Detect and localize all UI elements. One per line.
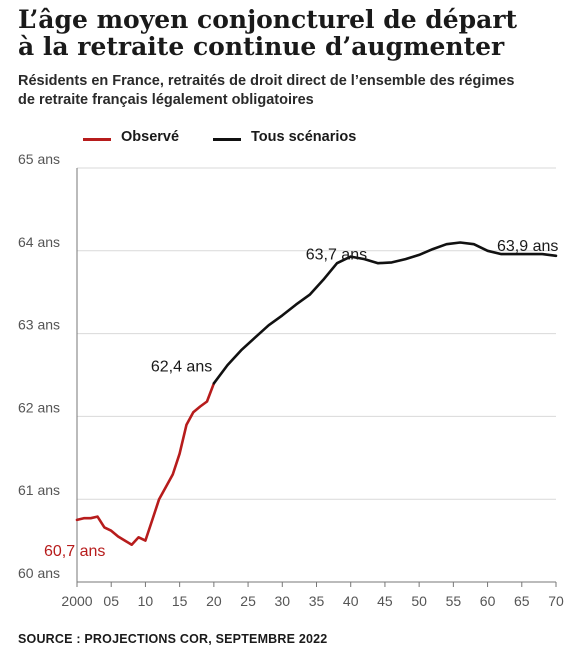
x-tick-label: 20	[206, 593, 222, 609]
x-tick-label: 35	[309, 593, 325, 609]
annotations: 60,7 ans 62,4 ans 63,7 ans 63,9 ans	[44, 238, 558, 560]
y-tick-label: 65 ans	[18, 151, 60, 167]
series-line-tous-scenarios	[212, 241, 558, 385]
y-tick-label: 62 ans	[18, 399, 60, 415]
y-tick-label: 60 ans	[18, 565, 60, 581]
x-tick-label: 55	[446, 593, 462, 609]
x-tick-label: 40	[343, 593, 359, 609]
axes	[76, 168, 556, 583]
x-tick-label: 65	[514, 593, 530, 609]
x-axis-ticks: 2000 05 10 15 20 25 30 35 40 45 50 55 60 65 70	[61, 582, 564, 609]
title-line-1: L’âge moyen conjoncturel de départ	[18, 5, 518, 34]
legend-label-observe: Observé	[121, 129, 180, 145]
annotation-label: 62,4 ans	[151, 358, 212, 375]
x-tick-label: 2000	[61, 593, 92, 609]
y-axis-ticks: 65 ans 64 ans 63 ans 62 ans 61 ans 60 ans	[18, 151, 60, 581]
chart-title: L’âge moyen conjoncturel de départ à la …	[18, 6, 563, 60]
x-tick-label: 60	[480, 593, 496, 609]
x-tick-label: 25	[240, 593, 256, 609]
series-line-observe	[75, 382, 216, 547]
annotation-label: 63,7 ans	[306, 247, 367, 264]
x-tick-label: 05	[103, 593, 119, 609]
chart-subtitle: Résidents en France, retraités de droit …	[18, 72, 568, 110]
subtitle-line-1: Résidents en France, retraités de droit …	[18, 73, 515, 89]
x-tick-label: 70	[548, 593, 564, 609]
title-line-2: à la retraite continue d’augmenter	[18, 32, 505, 61]
x-tick-label: 45	[377, 593, 393, 609]
grid	[77, 167, 556, 500]
subtitle-line-2: de retraite français légalement obligato…	[18, 92, 314, 108]
legend-swatch-observe	[83, 138, 111, 141]
x-tick-label: 15	[172, 593, 188, 609]
y-tick-label: 63 ans	[18, 317, 60, 333]
legend-swatch-tous-scenarios	[213, 138, 241, 141]
y-tick-label: 61 ans	[18, 482, 60, 498]
annotation-label: 60,7 ans	[44, 543, 105, 560]
legend-label-tous-scenarios: Tous scénarios	[251, 129, 357, 145]
series-lines	[75, 241, 558, 547]
x-tick-label: 50	[411, 593, 427, 609]
annotation-label: 63,9 ans	[497, 238, 558, 255]
x-tick-label: 10	[138, 593, 154, 609]
x-tick-label: 30	[274, 593, 290, 609]
y-tick-label: 64 ans	[18, 234, 60, 250]
source-note: SOURCE : PROJECTIONS COR, SEPTEMBRE 2022	[18, 632, 328, 646]
